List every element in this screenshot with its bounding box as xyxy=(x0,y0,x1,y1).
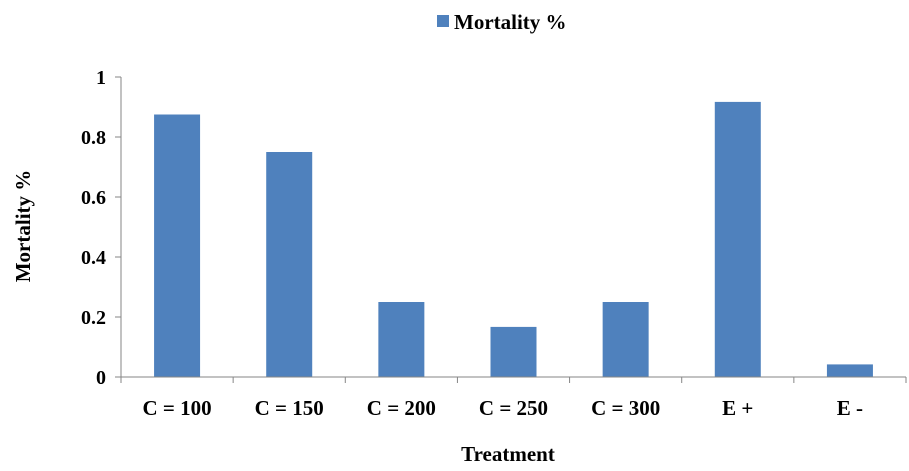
x-tick-label: E - xyxy=(837,396,863,420)
y-tick-label: 0.8 xyxy=(81,127,106,149)
y-tick-label: 0.2 xyxy=(81,307,106,329)
y-tick-label: 0.4 xyxy=(81,247,106,269)
x-axis-ticks: C = 100 C = 150 C = 200 C = 250 C = 300 E + E … xyxy=(120,377,907,420)
bars xyxy=(154,101,873,378)
bar xyxy=(154,114,201,377)
bar xyxy=(378,302,425,377)
bar xyxy=(602,302,649,377)
legend: Mortality % xyxy=(437,10,567,34)
y-tick-label: 0.6 xyxy=(81,187,106,209)
bar xyxy=(714,101,761,378)
legend-label: Mortality % xyxy=(454,10,567,34)
y-tick-label: 1 xyxy=(96,67,106,89)
x-tick-label: C = 150 xyxy=(255,396,324,420)
legend-swatch xyxy=(437,15,449,27)
y-tick-label: 0 xyxy=(96,367,106,389)
x-tick-label: C = 250 xyxy=(479,396,548,420)
x-tick-label: C = 200 xyxy=(367,396,436,420)
x-tick-label: C = 100 xyxy=(143,396,212,420)
x-tick-label: C = 300 xyxy=(591,396,660,420)
y-axis-ticks: 0 0.2 0.4 0.6 0.8 1 xyxy=(81,67,121,389)
x-axis-title: Treatment xyxy=(461,442,555,466)
y-axis-title: Mortality % xyxy=(11,170,35,283)
bar xyxy=(266,152,313,377)
bar xyxy=(490,326,537,377)
x-tick-label: E + xyxy=(722,396,753,420)
bar xyxy=(826,364,873,377)
